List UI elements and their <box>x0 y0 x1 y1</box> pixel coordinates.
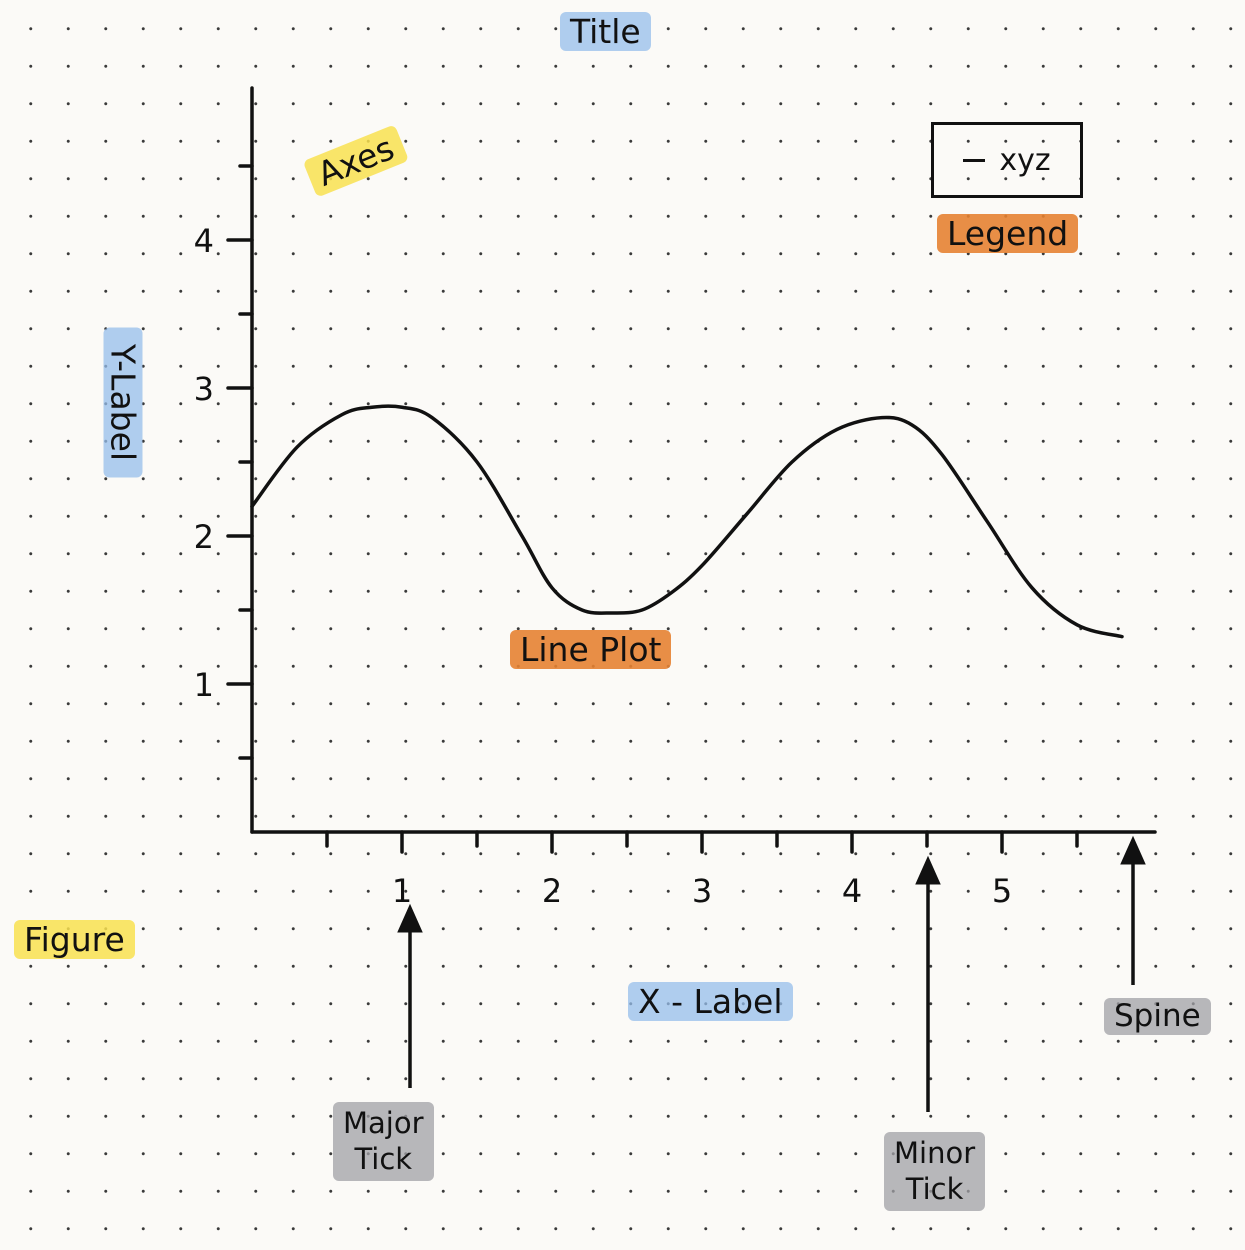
annotation-arrows <box>397 835 1146 1112</box>
spine-arrowhead <box>1120 835 1146 865</box>
x-tick-label: 2 <box>542 872 562 910</box>
minor-tick-arrowhead <box>915 855 941 885</box>
x-tick-label: 3 <box>692 872 712 910</box>
y-tick-label: 2 <box>194 518 214 556</box>
major-tick-annotation: Major Tick <box>333 1102 434 1181</box>
y-tick-label: 3 <box>194 370 214 408</box>
x-tick-label: 1 <box>392 872 412 910</box>
minor-tick-line2: Tick <box>905 1172 964 1207</box>
major-tick-arrowhead <box>397 903 423 933</box>
legend-line-icon <box>963 158 986 162</box>
major-tick-line2: Tick <box>354 1142 413 1177</box>
legend-entry: xyz <box>999 142 1051 178</box>
legend-box: xyz <box>931 122 1083 198</box>
y-label-annotation: Y-Label <box>103 327 143 478</box>
line-plot-annotation: Line Plot <box>510 630 672 669</box>
minor-tick-line1: Minor <box>894 1136 976 1170</box>
minor-tick-annotation: Minor Tick <box>884 1132 986 1211</box>
x-tick-label: 5 <box>992 872 1012 910</box>
spine-annotation: Spine <box>1104 998 1211 1035</box>
major-tick-line1: Major <box>343 1106 424 1140</box>
figure-annotation: Figure <box>14 920 135 959</box>
x-label-annotation: X - Label <box>628 982 793 1021</box>
x-tick-label: 4 <box>842 872 862 910</box>
series-line-xyz <box>250 404 1124 639</box>
title-annotation: Title <box>560 12 651 51</box>
legend-annotation: Legend <box>937 214 1079 253</box>
y-tick-label: 4 <box>194 222 214 260</box>
y-tick-label: 1 <box>194 666 214 704</box>
tick-group: 1 2 3 4 5 1 2 3 4 <box>194 164 1079 910</box>
